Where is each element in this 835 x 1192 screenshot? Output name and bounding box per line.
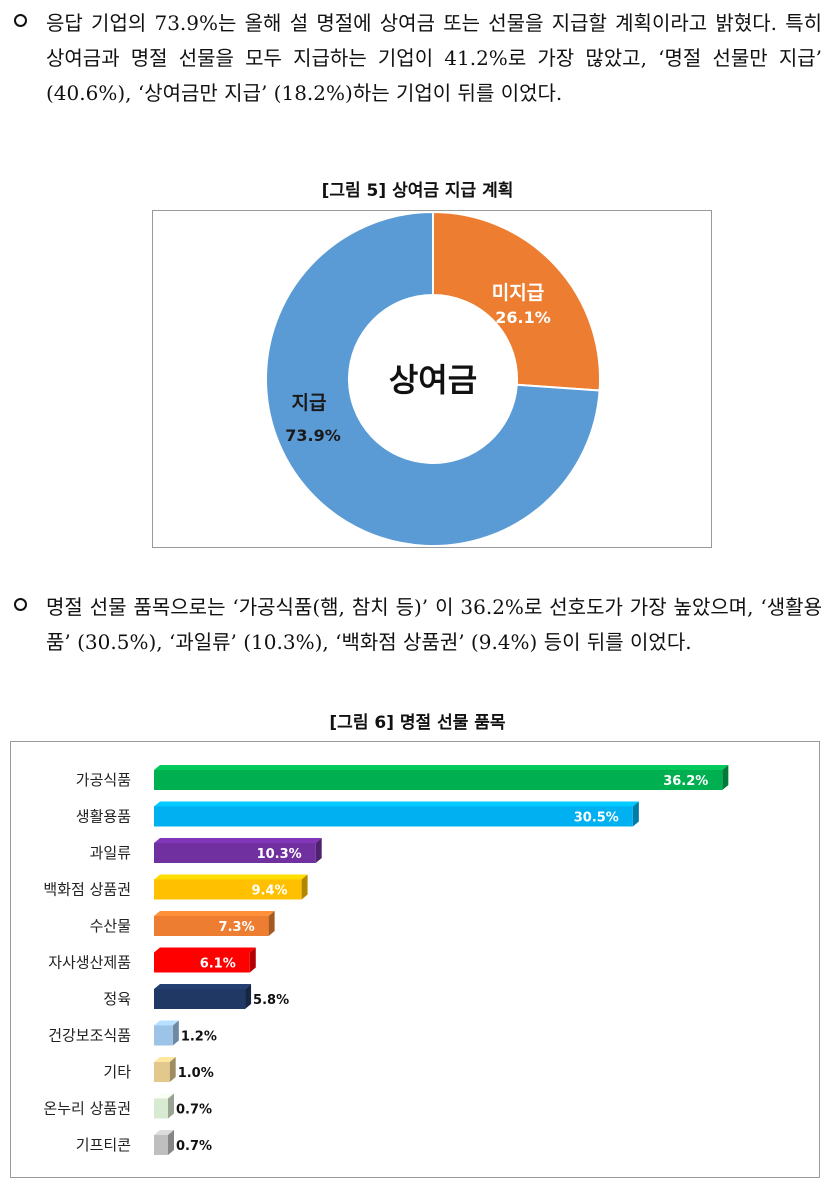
bar-category-label: 온누리 상품권 [43,1100,131,1118]
bar [154,879,302,900]
bar [154,1098,168,1119]
bar-top-face [154,947,256,953]
bar [154,989,246,1009]
bar-side-face [301,874,308,900]
pie-center-label: 상여금 [389,361,477,399]
bar-category-label: 과일류 [90,844,132,862]
bar-side-face [168,1093,174,1119]
bar-top-face [154,1057,176,1062]
bar-side-face [268,911,275,936]
pie-slice-2 [265,210,601,547]
bar-data-label: 10.3% [257,847,302,862]
paragraph-1-text: 응답 기업의 73.9%는 올해 설 명절에 상여금 또는 선물을 지급할 계획… [46,11,822,105]
bar [154,806,633,827]
paragraph-1: 응답 기업의 73.9%는 올해 설 명절에 상여금 또는 선물을 지급할 계획… [14,6,822,111]
figure-6-title: [그림 6] 명절 선물 품목 [329,713,506,733]
bar-top-face [154,801,639,807]
bar-top-face [154,765,729,770]
bar-side-face [249,947,256,973]
bar-data-label: 9.4% [252,884,288,899]
bar [154,843,316,863]
bar-data-label: 30.5% [574,811,619,826]
bullet-circle-icon [14,14,27,27]
bar-top-face [154,838,322,843]
bullet-circle-icon [14,598,27,611]
bar-category-label: 건강보조식품 [48,1027,131,1045]
pie-slice-1 [432,210,601,392]
pie-chart: 미지급 26.1% 지급 73.9% 상여금 [265,210,601,547]
bar-data-label: 7.3% [219,920,255,935]
bar-category-label: 생활용품 [76,808,131,826]
bar [154,770,723,790]
bar-category-label: 백화점 상품권 [43,881,131,899]
bar-category-label: 기타 [103,1063,131,1081]
bar-top-face [154,911,275,916]
bar [154,1135,168,1155]
bar-data-label: 0.7% [176,1139,212,1154]
bar-data-label: 6.1% [200,957,236,972]
bar-side-face [315,838,322,863]
pie-slice-name: 지급 [292,392,327,414]
bar-category-label: 기프티콘 [76,1136,131,1154]
bar-data-label: 36.2% [663,774,708,789]
bar-category-label: 수산물 [90,917,131,935]
paragraph-2-text: 명절 선물 품목으로는 ‘가공식품(햄, 참치 등)’ 이 36.2%로 선호도… [46,595,822,654]
bar-data-label: 5.8% [253,993,289,1008]
figure-6-frame: 가공식품 36.2% 생활용품 30.5% 과일류 10.3% 백화점 상품권 9.4% 수산물… [10,741,820,1178]
bar-top-face [154,1130,174,1135]
bar-side-face [168,1130,174,1155]
bar-category-label: 가공식품 [76,771,131,789]
bar-category-label: 정육 [103,990,131,1008]
bar-side-face [172,1020,179,1046]
bar [154,1062,170,1082]
bar [154,916,269,936]
pie-data-label: 26.1% [495,308,551,327]
bar-side-face [169,1057,176,1082]
paragraph-2: 명절 선물 품목으로는 ‘가공식품(햄, 참치 등)’ 이 36.2%로 선호도… [14,590,822,660]
bar-data-label: 1.0% [178,1066,214,1081]
bar-top-face [154,874,308,880]
bar-side-face [245,984,252,1009]
bar-side-face [632,801,639,827]
bar-top-face [154,1020,179,1026]
pie-slice-name: 미지급 [492,282,544,304]
bar-chart: 가공식품 36.2% 생활용품 30.5% 과일류 10.3% 백화점 상품권 9.4% 수산물… [43,765,729,1155]
figure-5-frame: 미지급 26.1% 지급 73.9% 상여금 [152,210,712,548]
pie-data-label: 73.9% [285,426,341,445]
bar [154,952,250,973]
bar-category-label: 자사생산제품 [48,954,131,972]
bar-data-label: 1.2% [181,1030,217,1045]
bar-top-face [154,1093,174,1099]
bar-side-face [722,765,729,790]
figure-5-title: [그림 5] 상여금 지급 계획 [321,181,514,201]
bar-top-face [154,984,252,989]
bar-data-label: 0.7% [176,1103,212,1118]
bar [154,1025,173,1046]
